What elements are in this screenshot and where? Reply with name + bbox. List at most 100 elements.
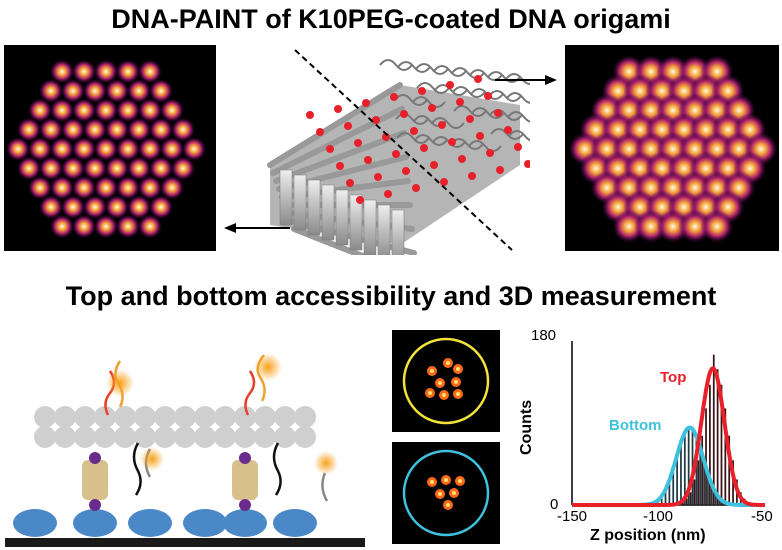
docking-site-dot xyxy=(410,127,418,135)
fluorescent-spot xyxy=(181,136,207,162)
histogram-bar-bottom xyxy=(714,491,717,505)
fluorescent-spot xyxy=(71,214,97,239)
histogram-bar-bottom xyxy=(710,482,713,505)
fluorescent-spot xyxy=(27,98,53,123)
fluorescent-spot xyxy=(60,156,86,181)
histogram-bar-bottom xyxy=(687,428,690,505)
docking-site-dot xyxy=(402,167,410,175)
fluorescent-spot xyxy=(49,214,75,239)
docking-site-dot xyxy=(418,87,426,95)
fluorescent-spot xyxy=(115,214,141,239)
histogram-bar-bottom xyxy=(718,497,721,505)
fluorescent-spot xyxy=(82,117,108,142)
fluorescent-spot xyxy=(5,136,31,162)
docking-site-dot xyxy=(372,116,380,124)
fluorescent-spot xyxy=(49,175,75,200)
docking-site-dot xyxy=(346,179,354,187)
histogram-bar-bottom xyxy=(668,482,671,505)
fluorescent-spot xyxy=(82,156,108,181)
histogram-bar-bottom xyxy=(707,471,709,505)
fluorescent-spot xyxy=(126,194,152,220)
dna-paint-image-uncoated xyxy=(4,45,216,251)
docking-site-dot xyxy=(496,166,504,174)
histogram-bar-top xyxy=(685,498,688,505)
docking-site-dot xyxy=(458,155,466,163)
fluorescent-spot xyxy=(137,59,163,84)
docking-site-dot xyxy=(336,162,344,170)
docking-site-dot xyxy=(514,143,522,151)
docking-site-dot xyxy=(306,111,314,119)
docking-site-dot xyxy=(456,98,464,106)
docking-site-dot xyxy=(468,172,476,180)
docking-site-dot xyxy=(362,99,370,107)
docking-site-dot xyxy=(334,105,342,113)
docking-site-dot xyxy=(412,184,420,192)
histogram-bar-top xyxy=(701,435,704,505)
fluorescent-spot xyxy=(49,136,75,162)
fluorescent-spot xyxy=(159,175,185,200)
docking-site-dot xyxy=(474,75,482,83)
docking-site-dot xyxy=(364,156,372,164)
fluorescent-spot xyxy=(38,117,64,142)
y-axis-label: Counts xyxy=(518,399,535,455)
docking-site-dot xyxy=(392,150,400,158)
docking-site-dot xyxy=(390,93,398,101)
fluorescent-spot xyxy=(126,117,152,142)
fluorescent-spot xyxy=(93,98,119,123)
surface-schematic xyxy=(0,325,372,550)
histogram-bar-top xyxy=(724,408,727,505)
fluorescent-spot xyxy=(115,175,141,200)
histogram-bar-bottom xyxy=(660,497,663,505)
docking-site-dot xyxy=(494,109,502,117)
fluorescent-spot xyxy=(137,98,163,123)
docking-site-dot xyxy=(440,178,448,186)
fluorescent-spot xyxy=(82,194,108,220)
fluorescent-spot xyxy=(38,78,64,104)
fluorescent-spot xyxy=(60,117,86,142)
legend-top: Top xyxy=(660,369,687,386)
x-tick-50: -50 xyxy=(751,508,773,525)
docking-site-dot xyxy=(344,122,352,130)
figure-title: DNA-PAINT of K10PEG-coated DNA origami xyxy=(111,4,671,34)
fluorescent-spot xyxy=(700,209,734,243)
histogram-bar-top xyxy=(716,369,719,505)
fluorescent-spot xyxy=(104,78,130,104)
fluorescent-spot xyxy=(148,156,174,181)
histogram-bar-top xyxy=(728,435,731,505)
histogram-bar-top xyxy=(720,384,723,505)
fluorescent-spot xyxy=(27,175,53,200)
fluorescent-spot xyxy=(104,194,130,220)
fluorescent-spot xyxy=(60,78,86,104)
docking-site-dot xyxy=(420,144,428,152)
fluorescent-spot xyxy=(38,156,64,181)
fluorescent-spot xyxy=(137,175,163,200)
fluorescent-spot xyxy=(16,156,42,181)
histogram-bar-bottom xyxy=(664,491,667,505)
origami-illustration xyxy=(250,45,530,255)
fluorescent-spot xyxy=(27,136,53,162)
histogram-bar-bottom xyxy=(672,471,675,505)
docking-site-dot xyxy=(448,138,456,146)
docking-site-dot xyxy=(486,149,494,157)
docking-site-dot xyxy=(430,161,438,169)
fluorescent-spot xyxy=(93,59,119,84)
histogram-bar-top xyxy=(693,479,696,505)
fluorescent-spot xyxy=(93,136,119,162)
fluorescent-spot xyxy=(137,136,163,162)
docking-site-dot xyxy=(524,160,530,168)
docking-site-dot xyxy=(446,81,454,89)
histogram-bar-top xyxy=(712,354,715,505)
fluorescent-spot xyxy=(49,59,75,84)
fluorescent-spot xyxy=(16,117,42,142)
z-histogram-chart: Counts Z position (nm) 180 0 -150 -100 -… xyxy=(510,320,782,550)
fit-curve-top xyxy=(572,366,765,507)
fluorescent-spot xyxy=(71,136,97,162)
docking-site-dot xyxy=(400,110,408,118)
fluorescent-spot xyxy=(137,214,163,239)
histogram-bar-bottom xyxy=(676,457,678,505)
y-tick-0: 0 xyxy=(550,496,559,513)
fluorescent-spot xyxy=(71,98,97,123)
fluorescent-spot xyxy=(115,98,141,123)
fluorescent-spot xyxy=(71,175,97,200)
fluorescent-spot xyxy=(170,156,196,181)
